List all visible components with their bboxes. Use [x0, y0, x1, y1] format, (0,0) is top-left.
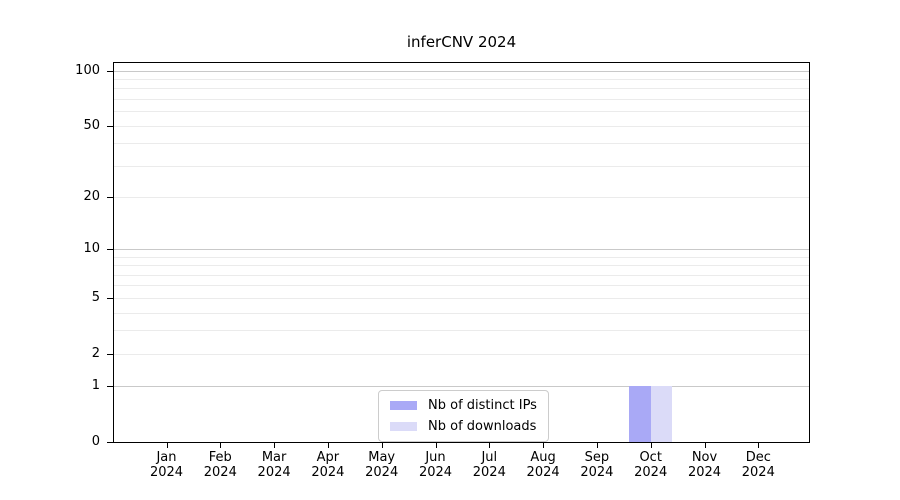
x-tick-label: Dec 2024	[741, 450, 775, 480]
minor-gridline	[114, 297, 809, 299]
minor-gridline	[114, 165, 809, 167]
x-tick-label: Jun 2024	[418, 450, 453, 480]
y-tick-label: 50	[83, 117, 100, 133]
y-tick	[107, 297, 113, 299]
x-tick-label: Nov 2024	[687, 450, 722, 480]
y-tick	[107, 353, 113, 355]
major-gridline	[114, 386, 809, 388]
x-tick	[381, 443, 383, 448]
minor-gridline	[114, 274, 809, 276]
y-tick-label: 2	[91, 345, 100, 361]
minor-gridline	[114, 330, 809, 332]
y-tick	[107, 70, 113, 72]
legend-label-distinct-ips: Nb of distinct IPs	[428, 398, 537, 413]
y-tick	[107, 442, 113, 443]
x-tick	[166, 443, 168, 448]
x-tick	[220, 443, 222, 448]
bar-nb-of-distinct-ips-oct	[629, 386, 651, 442]
minor-gridline	[114, 285, 809, 287]
x-tick	[596, 443, 598, 448]
y-tick	[107, 197, 113, 198]
minor-gridline	[114, 111, 809, 113]
legend-label-downloads: Nb of downloads	[428, 419, 537, 434]
y-tick	[107, 386, 113, 388]
x-tick-label: Oct 2024	[634, 450, 668, 480]
x-tick	[543, 443, 545, 448]
bar-nb-of-downloads-oct	[650, 386, 673, 442]
minor-gridline	[114, 143, 809, 145]
legend-item-distinct-ips: Nb of distinct IPs	[390, 398, 537, 413]
minor-gridline	[114, 125, 809, 127]
x-tick	[327, 443, 329, 448]
plot-area	[113, 62, 810, 443]
y-tick-label: 100	[75, 62, 100, 78]
minor-gridline	[114, 256, 809, 258]
legend-swatch-downloads	[390, 422, 417, 431]
minor-gridline	[114, 265, 809, 267]
y-tick-label: 5	[91, 289, 100, 305]
major-gridline	[114, 249, 809, 250]
y-tick-label: 20	[83, 189, 100, 204]
y-tick-label: 1	[91, 378, 100, 394]
minor-gridline	[114, 312, 809, 314]
y-tick-label: 0	[91, 434, 100, 449]
legend: Nb of distinct IPs Nb of downloads	[378, 390, 549, 442]
x-tick-label: Jan 2024	[149, 450, 184, 480]
minor-gridline	[114, 197, 809, 198]
x-tick	[758, 443, 760, 448]
x-tick	[650, 443, 652, 448]
x-tick-label: Jul 2024	[472, 450, 506, 480]
x-tick-label: Apr 2024	[311, 450, 345, 480]
x-tick-label: Mar 2024	[257, 450, 291, 480]
minor-gridline	[114, 99, 809, 100]
legend-item-downloads: Nb of downloads	[390, 419, 537, 434]
minor-gridline	[114, 353, 809, 355]
minor-gridline	[114, 79, 809, 80]
x-tick	[704, 443, 706, 448]
x-tick-label: Feb 2024	[203, 450, 237, 480]
x-tick-label: May 2024	[365, 450, 399, 480]
minor-gridline	[114, 88, 809, 90]
x-tick	[274, 443, 276, 448]
y-tick-label: 10	[83, 241, 100, 256]
y-tick	[107, 249, 113, 250]
x-tick-label: Sep 2024	[580, 450, 614, 480]
chart-title: inferCNV 2024	[406, 33, 517, 51]
x-tick-label: Aug 2024	[526, 450, 560, 480]
legend-swatch-distinct-ips	[390, 401, 417, 410]
major-gridline	[114, 70, 809, 72]
x-tick	[489, 443, 491, 448]
y-tick	[107, 125, 113, 127]
x-tick	[435, 443, 437, 448]
